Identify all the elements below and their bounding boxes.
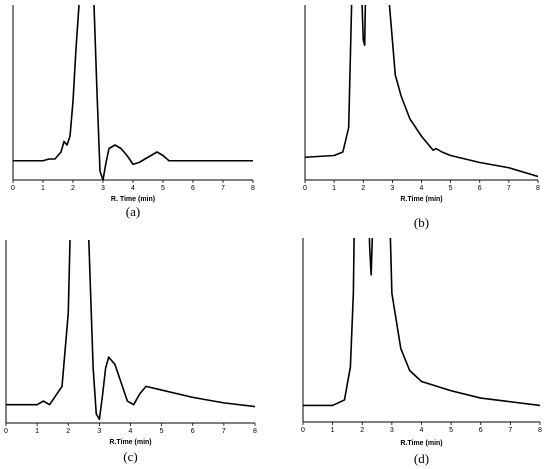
x-tick-label: 3 bbox=[390, 427, 394, 434]
x-tick-label: 2 bbox=[360, 427, 364, 434]
panel: 0 1 2 3 4 5 6 7 8 R.Time (min) (b) bbox=[303, 5, 540, 230]
x-tick-label: 5 bbox=[449, 427, 453, 434]
caption: (b) bbox=[414, 215, 429, 230]
x-tick-label: 8 bbox=[251, 185, 255, 192]
trace bbox=[13, 5, 253, 180]
panel: 0 1 2 3 4 5 6 7 8 R.Time (min) (d) bbox=[301, 238, 542, 466]
x-tick-label: 0 bbox=[4, 428, 8, 435]
x-tick-label: 7 bbox=[221, 185, 225, 192]
x-tick-label: 3 bbox=[390, 185, 394, 192]
caption: (c) bbox=[123, 449, 137, 464]
trace bbox=[6, 240, 255, 421]
x-tick-label: 4 bbox=[129, 428, 133, 435]
x-tick-label: 7 bbox=[507, 185, 511, 192]
x-tick-label: 6 bbox=[479, 427, 483, 434]
x-tick-label: 7 bbox=[222, 428, 226, 435]
x-axis-label: R. Time (min) bbox=[111, 196, 155, 203]
x-tick-label: 8 bbox=[253, 428, 257, 435]
x-tick-label: 2 bbox=[71, 185, 75, 192]
x-tick-label: 4 bbox=[420, 185, 424, 192]
x-tick-label: 0 bbox=[11, 185, 15, 192]
x-tick-label: 3 bbox=[101, 185, 105, 192]
x-tick-label: 2 bbox=[66, 428, 70, 435]
x-axis-label: R.Time (min) bbox=[400, 196, 442, 203]
panel: 0 1 2 3 4 5 6 7 8 R.Time (min) (c) bbox=[4, 240, 257, 464]
x-tick-label: 6 bbox=[478, 185, 482, 192]
caption: (a) bbox=[126, 204, 140, 219]
x-tick-label: 1 bbox=[41, 185, 45, 192]
x-tick-label: 6 bbox=[191, 185, 195, 192]
x-tick-label: 6 bbox=[191, 428, 195, 435]
x-tick-label: 8 bbox=[536, 185, 540, 192]
x-tick-label: 1 bbox=[331, 427, 335, 434]
trace bbox=[303, 238, 540, 407]
x-tick-label: 1 bbox=[35, 428, 39, 435]
trace bbox=[305, 5, 538, 178]
x-tick-label: 5 bbox=[161, 185, 165, 192]
x-tick-label: 4 bbox=[131, 185, 135, 192]
x-tick-label: 4 bbox=[420, 427, 424, 434]
x-tick-label: 7 bbox=[508, 427, 512, 434]
x-tick-label: 2 bbox=[361, 185, 365, 192]
x-tick-label: 5 bbox=[160, 428, 164, 435]
x-tick-label: 8 bbox=[538, 427, 542, 434]
x-axis-label: R.Time (min) bbox=[109, 439, 151, 446]
x-tick-label: 0 bbox=[303, 185, 307, 192]
x-tick-label: 0 bbox=[301, 427, 305, 434]
x-tick-label: 1 bbox=[332, 185, 336, 192]
panel: 0 1 2 3 4 5 6 7 8 R. Time (min)(a) bbox=[11, 5, 255, 219]
caption: (d) bbox=[414, 451, 429, 466]
x-tick-label: 3 bbox=[97, 428, 101, 435]
x-tick-label: 5 bbox=[449, 185, 453, 192]
x-axis-label: R.Time (min) bbox=[400, 440, 442, 447]
